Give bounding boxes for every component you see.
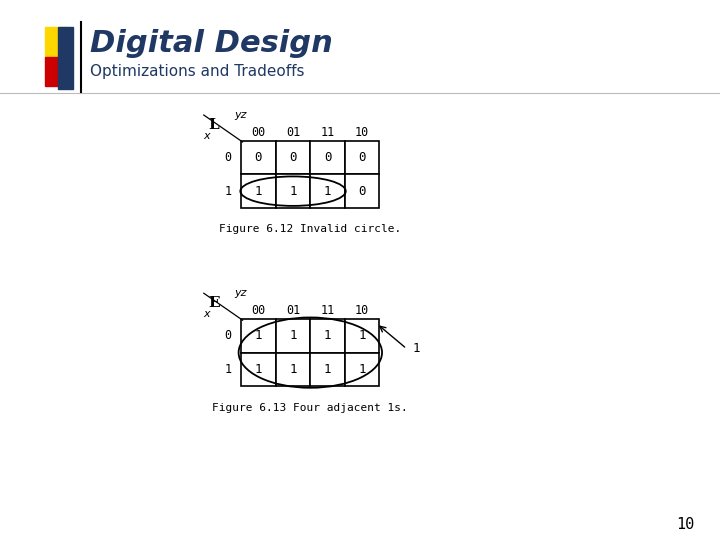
Bar [241,319,276,353]
Bar [241,174,276,208]
Text: 10: 10 [355,126,369,139]
Text: 0: 0 [359,185,366,198]
Text: Optimizations and Tradeoffs: Optimizations and Tradeoffs [90,64,305,79]
Text: 1: 1 [255,329,262,342]
Bar [241,353,276,386]
Text: 10: 10 [355,304,369,317]
Text: 1: 1 [413,342,420,355]
Text: Digital Design: Digital Design [90,29,333,58]
Text: 1: 1 [289,329,297,342]
Bar [345,319,379,353]
Text: 11: 11 [320,304,335,317]
Text: 1: 1 [324,363,331,376]
Bar [276,319,310,353]
Text: 1: 1 [324,185,331,198]
Text: 1: 1 [359,363,366,376]
Text: yz: yz [234,110,246,120]
Bar [58,27,73,89]
Text: E: E [208,296,220,310]
Bar [45,27,68,57]
Text: 1: 1 [255,185,262,198]
Bar [276,141,310,174]
Text: 00: 00 [251,126,266,139]
Text: 1: 1 [255,363,262,376]
Text: 01: 01 [286,126,300,139]
Text: yz: yz [234,288,246,298]
Bar [310,174,345,208]
Text: 0: 0 [289,151,297,164]
Text: 0: 0 [225,329,232,342]
Bar [310,353,345,386]
Text: Figure 6.12 Invalid circle.: Figure 6.12 Invalid circle. [219,225,402,234]
Text: 1: 1 [225,185,232,198]
Text: 11: 11 [320,126,335,139]
Text: 1: 1 [225,363,232,376]
Bar [310,141,345,174]
Text: Figure 6.13 Four adjacent 1s.: Figure 6.13 Four adjacent 1s. [212,403,408,413]
Text: 00: 00 [251,304,266,317]
Text: 1: 1 [289,363,297,376]
Bar [345,141,379,174]
Bar [310,319,345,353]
Text: L: L [209,118,219,132]
Text: x: x [203,131,210,140]
Text: 10: 10 [677,517,695,532]
Text: 1: 1 [289,185,297,198]
Bar [45,57,68,86]
Bar [241,141,276,174]
Text: 0: 0 [255,151,262,164]
Text: 0: 0 [324,151,331,164]
Text: 1: 1 [359,329,366,342]
Bar [345,353,379,386]
Text: 1: 1 [324,329,331,342]
Text: 01: 01 [286,304,300,317]
Text: x: x [203,309,210,319]
Text: 0: 0 [225,151,232,164]
Bar [276,174,310,208]
Bar [345,174,379,208]
Text: 0: 0 [359,151,366,164]
Bar [276,353,310,386]
